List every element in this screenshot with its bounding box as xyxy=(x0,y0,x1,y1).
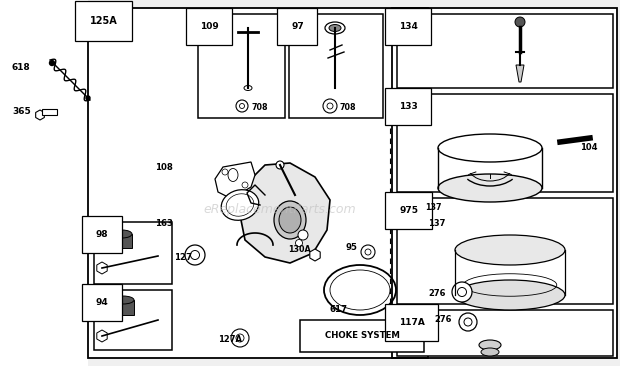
Bar xyxy=(392,8,617,358)
Polygon shape xyxy=(215,162,255,197)
Text: 618: 618 xyxy=(12,63,31,72)
Circle shape xyxy=(365,249,371,255)
Ellipse shape xyxy=(438,174,542,202)
Text: eReplacementParts.com: eReplacementParts.com xyxy=(204,203,356,217)
Text: 98: 98 xyxy=(96,230,108,239)
Ellipse shape xyxy=(228,168,238,182)
Ellipse shape xyxy=(329,25,341,31)
Text: 109: 109 xyxy=(200,22,219,31)
Bar xyxy=(397,198,613,304)
Bar xyxy=(392,8,617,358)
Ellipse shape xyxy=(112,296,134,304)
Text: 276: 276 xyxy=(428,288,446,298)
Bar xyxy=(289,14,383,118)
Circle shape xyxy=(298,230,308,240)
Bar xyxy=(198,14,285,118)
Circle shape xyxy=(276,161,284,169)
Ellipse shape xyxy=(479,340,501,350)
Text: 365: 365 xyxy=(12,108,31,116)
Text: 95: 95 xyxy=(345,243,357,253)
Bar xyxy=(397,94,613,192)
Ellipse shape xyxy=(112,230,132,238)
Text: 117A: 117A xyxy=(399,318,425,327)
Ellipse shape xyxy=(279,207,301,233)
Ellipse shape xyxy=(455,235,565,265)
Text: 104: 104 xyxy=(580,143,598,153)
Bar xyxy=(300,320,424,352)
Text: 130A: 130A xyxy=(288,246,311,254)
Circle shape xyxy=(452,282,472,302)
Bar xyxy=(94,222,172,284)
Text: 708: 708 xyxy=(340,104,356,112)
Bar xyxy=(42,109,57,115)
Text: 276: 276 xyxy=(434,315,451,325)
Polygon shape xyxy=(516,65,524,82)
Bar xyxy=(397,310,613,356)
Circle shape xyxy=(242,182,248,188)
Text: 125A: 125A xyxy=(90,16,118,26)
Bar xyxy=(0,0,88,366)
Text: 163: 163 xyxy=(155,219,173,228)
Polygon shape xyxy=(240,163,330,263)
Circle shape xyxy=(190,250,200,259)
Text: 133: 133 xyxy=(399,102,418,111)
Text: 108: 108 xyxy=(155,163,173,172)
Ellipse shape xyxy=(274,201,306,239)
Bar xyxy=(88,8,428,358)
Text: 617: 617 xyxy=(330,306,348,314)
Circle shape xyxy=(459,313,477,331)
Text: 975: 975 xyxy=(399,206,418,215)
Text: 127: 127 xyxy=(174,254,192,262)
Text: 94: 94 xyxy=(96,298,108,307)
Circle shape xyxy=(361,245,375,259)
Text: 97: 97 xyxy=(291,22,304,31)
Ellipse shape xyxy=(481,348,499,356)
Circle shape xyxy=(86,96,90,100)
Text: 708: 708 xyxy=(252,104,268,112)
Bar xyxy=(112,300,134,315)
Bar xyxy=(94,290,172,350)
Circle shape xyxy=(296,239,303,246)
Bar xyxy=(397,14,613,88)
Text: 134: 134 xyxy=(399,22,418,31)
Ellipse shape xyxy=(221,190,259,220)
Bar xyxy=(112,234,132,248)
Circle shape xyxy=(185,245,205,265)
Ellipse shape xyxy=(438,134,542,162)
Ellipse shape xyxy=(455,280,565,310)
Circle shape xyxy=(50,60,55,66)
Circle shape xyxy=(222,169,228,175)
Text: 137: 137 xyxy=(428,219,445,228)
Text: 127A: 127A xyxy=(218,336,242,344)
Circle shape xyxy=(515,17,525,27)
Text: 137: 137 xyxy=(425,203,441,213)
Circle shape xyxy=(231,329,249,347)
Text: CHOKE SYSTEM: CHOKE SYSTEM xyxy=(324,332,399,340)
Bar xyxy=(88,8,428,358)
